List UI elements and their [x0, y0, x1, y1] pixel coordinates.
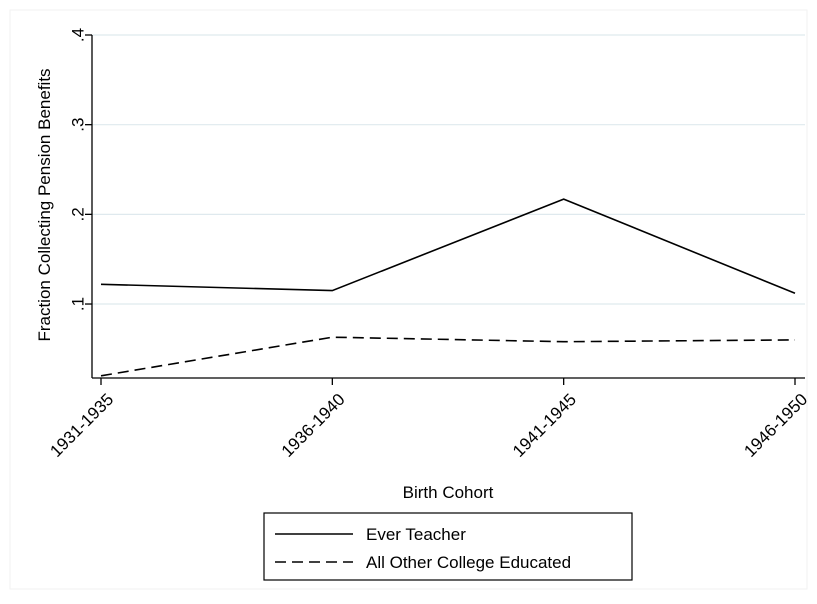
legend-label-all-other-college-educated: All Other College Educated: [366, 553, 571, 572]
y-tick-label: .4: [69, 28, 88, 42]
series-lines: [100, 198, 796, 377]
y-tick-label: .3: [69, 118, 88, 132]
y-axis-title: Fraction Collecting Pension Benefits: [35, 68, 54, 341]
chart-frame: [9, 9, 808, 590]
legend-box: [263, 512, 633, 581]
y-axis-ticks: .1 .2 .3 .4: [69, 28, 92, 311]
legend: Ever Teacher All Other College Educated: [263, 512, 633, 581]
y-tick-label: .2: [69, 207, 88, 221]
x-axis-title: Birth Cohort: [403, 483, 494, 502]
axes: [91, 35, 805, 379]
series-line-ever-teacher: [100, 198, 796, 295]
series-line-all-other-college-educated: [100, 336, 796, 377]
legend-label-ever-teacher: Ever Teacher: [366, 525, 466, 544]
y-tick-label: .1: [69, 297, 88, 311]
grid-lines: [92, 34, 805, 305]
